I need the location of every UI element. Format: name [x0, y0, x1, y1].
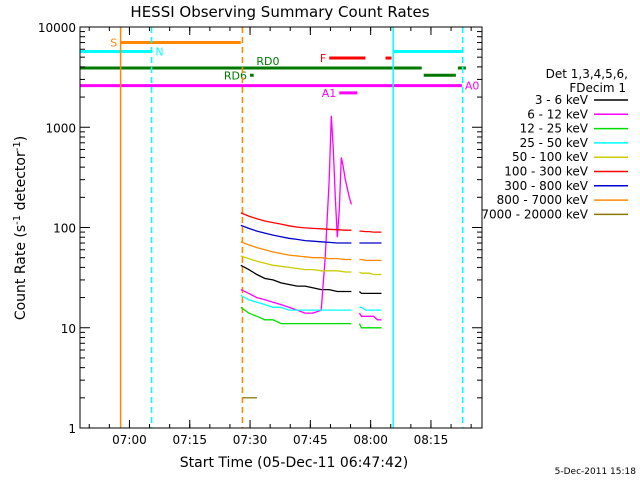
y-tick-label: 100 — [53, 222, 76, 236]
legend-entry-label: 800 - 7000 keV — [497, 193, 589, 207]
legend-header-1: Det 1,3,4,5,6, — [546, 67, 628, 81]
flag-label-a0: A0 — [465, 80, 480, 93]
series-line-800-7000-kev — [359, 258, 382, 262]
flag-label-s: S — [110, 37, 117, 50]
chart-title: HESSI Observing Summary Count Rates — [130, 3, 429, 21]
x-tick-label: 07:15 — [172, 433, 207, 447]
x-tick-label: 07:30 — [233, 433, 268, 447]
series-line-6-12-kev — [240, 115, 353, 314]
x-tick-label: 08:00 — [353, 433, 388, 447]
legend-entry-label: 300 - 800 keV — [504, 179, 588, 193]
x-tick-label: 07:00 — [112, 433, 147, 447]
flag-label-f: F — [320, 52, 326, 65]
y-axis-label: Count Rate (s-1 detector-1) — [12, 136, 29, 320]
legend-entry-label: 100 - 300 keV — [504, 165, 588, 179]
series-line-6-12-kev — [358, 312, 382, 321]
y-axis-label-sup1: -1 — [12, 215, 23, 225]
y-tick-label: 10 — [61, 322, 76, 336]
y-axis-ticks: 1 10 100 1000 10000 — [38, 21, 482, 436]
series-lines — [240, 115, 382, 399]
x-tick-label: 07:45 — [293, 433, 328, 447]
x-axis-ticks: 07:00 07:15 07:30 07:45 08:00 08:15 — [88, 27, 472, 447]
footer-timestamp: 5-Dec-2011 15:18 — [555, 467, 637, 477]
flag-label-a1: A1 — [322, 87, 337, 100]
series-line-100-300-kev — [240, 212, 352, 231]
series-line-300-800-kev — [240, 224, 352, 244]
plot-frame — [79, 26, 483, 429]
series-line-50-100-kev — [359, 271, 382, 276]
x-tick-label: 08:15 — [414, 433, 449, 447]
legend-entry-label: 12 - 25 keV — [520, 122, 589, 136]
series-line-100-300-kev — [359, 230, 382, 233]
x-axis-label: Start Time (05-Dec-11 06:47:42) — [180, 455, 408, 471]
legend-entry-label: 6 - 12 keV — [527, 107, 589, 121]
legend-entry-label: 7000 - 20000 keV — [481, 207, 588, 221]
series-line-50-100-kev — [240, 255, 352, 273]
series-line-800-7000-kev — [240, 241, 352, 261]
flag-bars: S N F RD0 RD6 A0 A1 — [80, 37, 479, 100]
series-line-3-6-kev — [358, 291, 382, 295]
series-line-3-6-kev — [240, 264, 352, 293]
y-axis-label-sup2: -1 — [12, 141, 23, 151]
series-line-12-25-kev — [240, 306, 352, 325]
legend-entry-label: 50 - 100 keV — [512, 150, 589, 164]
legend-entry-label: 25 - 50 keV — [520, 136, 589, 150]
attenuator-vlines — [119, 27, 464, 428]
legend-entry-label: 3 - 6 keV — [535, 93, 589, 107]
y-axis-label-mid: detector — [13, 151, 29, 215]
flag-label-rd0: RD0 — [256, 55, 279, 68]
y-tick-label: 10000 — [38, 21, 76, 35]
y-tick-label: 1000 — [45, 121, 76, 135]
y-axis-label-end: ) — [13, 136, 29, 141]
legend-header-2: FDecim 1 — [569, 81, 626, 95]
series-line-25-50-kev — [359, 306, 382, 311]
series-line-25-50-kev — [240, 294, 352, 311]
y-axis-label-main: Count Rate (s — [13, 225, 29, 320]
series-line-12-25-kev — [358, 323, 382, 329]
flag-label-n: N — [155, 45, 163, 58]
flag-label-rd6: RD6 — [224, 69, 247, 82]
y-tick-label: 1 — [68, 422, 76, 436]
